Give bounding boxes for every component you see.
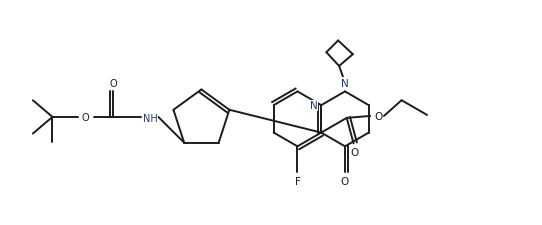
Text: N: N <box>309 101 317 111</box>
Text: O: O <box>374 111 382 121</box>
Text: F: F <box>294 176 300 186</box>
Text: NH: NH <box>143 113 158 123</box>
Text: N: N <box>341 78 349 88</box>
Text: O: O <box>109 78 117 88</box>
Text: O: O <box>351 148 359 157</box>
Text: O: O <box>341 176 349 186</box>
Text: O: O <box>82 112 89 122</box>
